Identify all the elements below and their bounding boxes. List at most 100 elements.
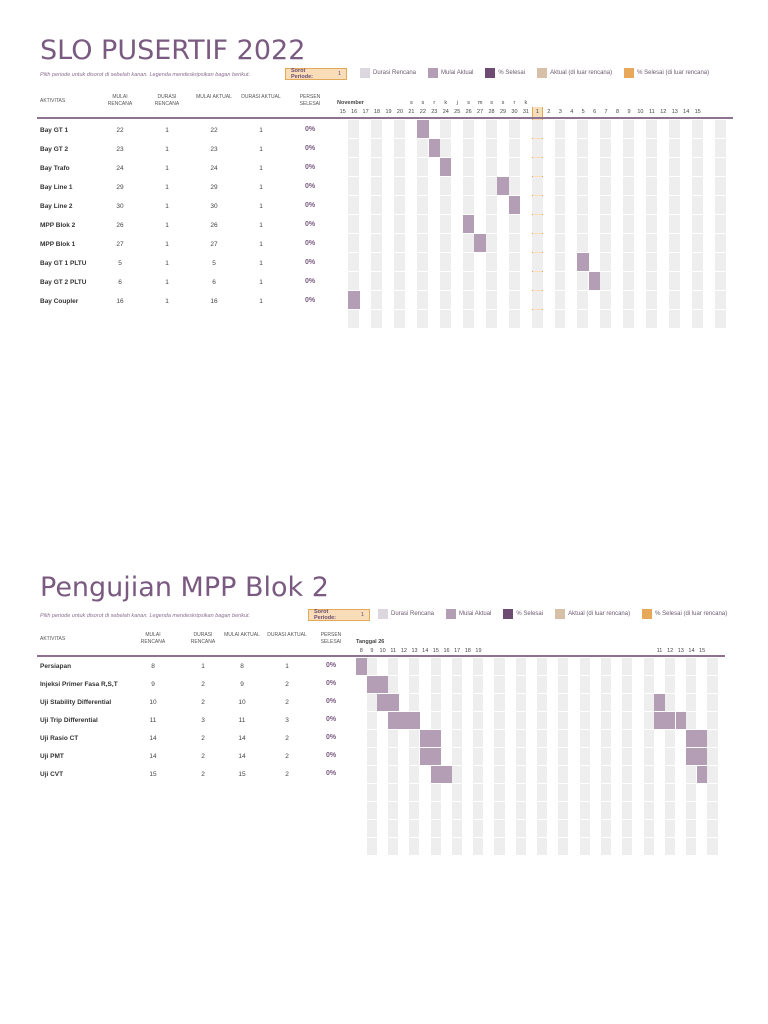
grid-cell xyxy=(646,196,658,214)
gantt-bar[interactable] xyxy=(356,658,367,675)
grid-cell xyxy=(600,253,612,271)
grid-cell xyxy=(537,838,548,855)
grid-cell xyxy=(473,766,484,783)
legend-label: Durasi Rencana xyxy=(391,611,435,617)
persen-selesai: 0% xyxy=(325,698,337,705)
gantt-bar[interactable] xyxy=(419,730,431,747)
grid-cell xyxy=(409,802,420,819)
cell-mulai-aktual: 26 xyxy=(210,222,218,229)
day-label: 10 xyxy=(637,109,644,115)
grid-cell xyxy=(508,291,520,309)
cell-mulai-aktual: 10 xyxy=(238,699,246,706)
cell-mulai-rencana: 29 xyxy=(116,184,124,191)
grid-cell xyxy=(664,748,675,765)
gantt-bar[interactable] xyxy=(441,766,452,783)
gantt-bar[interactable] xyxy=(686,730,697,747)
grid-cell xyxy=(531,139,543,157)
gantt-bar[interactable] xyxy=(696,766,708,783)
grid-cell xyxy=(623,177,635,195)
sorot-value[interactable]: 1 xyxy=(360,612,364,618)
gantt-bar[interactable] xyxy=(474,234,486,252)
grid-cell xyxy=(622,676,633,693)
grid-cell xyxy=(348,310,360,328)
grid-cell xyxy=(646,139,658,157)
sorot-value[interactable]: 1 xyxy=(337,71,341,77)
gantt-bar[interactable] xyxy=(577,253,589,271)
gantt-bar[interactable] xyxy=(664,712,676,729)
grid-cell xyxy=(600,712,612,729)
grid-cell xyxy=(691,272,703,290)
gantt-bar[interactable] xyxy=(419,748,431,765)
day-label: 30 xyxy=(511,109,518,115)
grid-cell xyxy=(485,253,497,271)
gantt-bar[interactable] xyxy=(428,139,441,157)
legend-swatch xyxy=(360,68,370,78)
cell-durasi-rencana: 2 xyxy=(201,735,205,742)
grid-cell xyxy=(691,253,703,271)
grid-cell xyxy=(485,139,497,157)
weekday-label: r xyxy=(433,100,436,106)
gantt-bar[interactable] xyxy=(430,730,442,747)
grid-cell xyxy=(515,676,526,693)
grid-cell xyxy=(600,730,612,747)
sorot-periode-field[interactable]: Sorot Periode: 1 xyxy=(285,68,347,80)
cell-mulai-aktual: 14 xyxy=(238,753,246,760)
grid-cell xyxy=(473,694,484,711)
cell-mulai-aktual: 24 xyxy=(210,165,218,172)
day-label: 8 xyxy=(359,648,363,654)
grid-cell xyxy=(348,215,360,233)
gantt-bar[interactable] xyxy=(696,748,708,765)
grid-cell xyxy=(669,253,680,271)
gantt-bar[interactable] xyxy=(675,712,687,729)
grid-cell xyxy=(494,838,505,855)
cell-durasi-aktual: 2 xyxy=(285,681,289,688)
grid-cell xyxy=(600,802,612,819)
gantt-bar[interactable] xyxy=(440,158,452,176)
grid-cell xyxy=(600,748,612,765)
cell-mulai-aktual: 22 xyxy=(210,127,218,134)
gantt-bar[interactable] xyxy=(508,196,521,214)
gantt-bar[interactable] xyxy=(686,748,697,765)
gantt-bar[interactable] xyxy=(654,712,665,729)
grid-cell xyxy=(451,694,462,711)
grid-cell xyxy=(664,784,675,801)
gantt-bar[interactable] xyxy=(462,215,475,233)
gantt-bar[interactable] xyxy=(348,291,360,309)
header-durasi-aktual: DURASI AKTUAL xyxy=(241,94,281,100)
section-title: SLO PUSERTIF 2022 xyxy=(40,35,306,66)
grid-cell xyxy=(669,310,680,328)
gantt-bar[interactable] xyxy=(654,694,665,711)
sorot-periode-field[interactable]: Sorot Periode: 1 xyxy=(308,609,370,621)
gantt-bar[interactable] xyxy=(497,177,509,195)
gantt-bar[interactable] xyxy=(377,694,388,711)
grid-cell xyxy=(417,139,429,157)
grid-cell xyxy=(558,658,569,675)
gantt-bar[interactable] xyxy=(430,766,442,783)
grid-cell xyxy=(643,784,654,801)
grid-cell xyxy=(664,802,675,819)
grid-cell xyxy=(440,234,451,252)
gantt-bar[interactable] xyxy=(387,694,399,711)
gantt-bar[interactable] xyxy=(387,712,399,729)
day-label: 28 xyxy=(488,109,495,115)
gantt-bar[interactable] xyxy=(409,712,420,729)
persen-selesai: 0% xyxy=(304,145,316,152)
grid-cell xyxy=(686,712,697,729)
grid-cell xyxy=(646,177,658,195)
cell-durasi-aktual: 1 xyxy=(259,203,263,210)
gantt-bar[interactable] xyxy=(588,272,601,290)
cell-mulai-aktual: 16 xyxy=(210,298,218,305)
grid-cell xyxy=(387,820,399,837)
grid-cell xyxy=(537,802,548,819)
legend-label: % Selesai (di luar rencana) xyxy=(655,611,728,617)
gantt-bar[interactable] xyxy=(377,676,388,693)
grid-cell xyxy=(691,177,703,195)
day-label: 16 xyxy=(443,648,450,654)
gantt-bar[interactable] xyxy=(430,748,442,765)
gantt-bar[interactable] xyxy=(398,712,410,729)
gantt-bar[interactable] xyxy=(696,730,708,747)
grid-cell xyxy=(579,766,590,783)
gantt-bar[interactable] xyxy=(417,120,429,138)
gantt-bar[interactable] xyxy=(366,676,378,693)
grid-cell xyxy=(387,838,399,855)
